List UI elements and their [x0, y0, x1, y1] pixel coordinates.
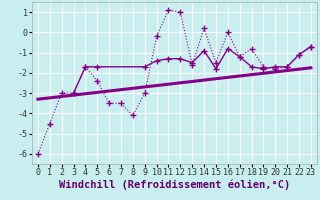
- X-axis label: Windchill (Refroidissement éolien,°C): Windchill (Refroidissement éolien,°C): [59, 180, 290, 190]
